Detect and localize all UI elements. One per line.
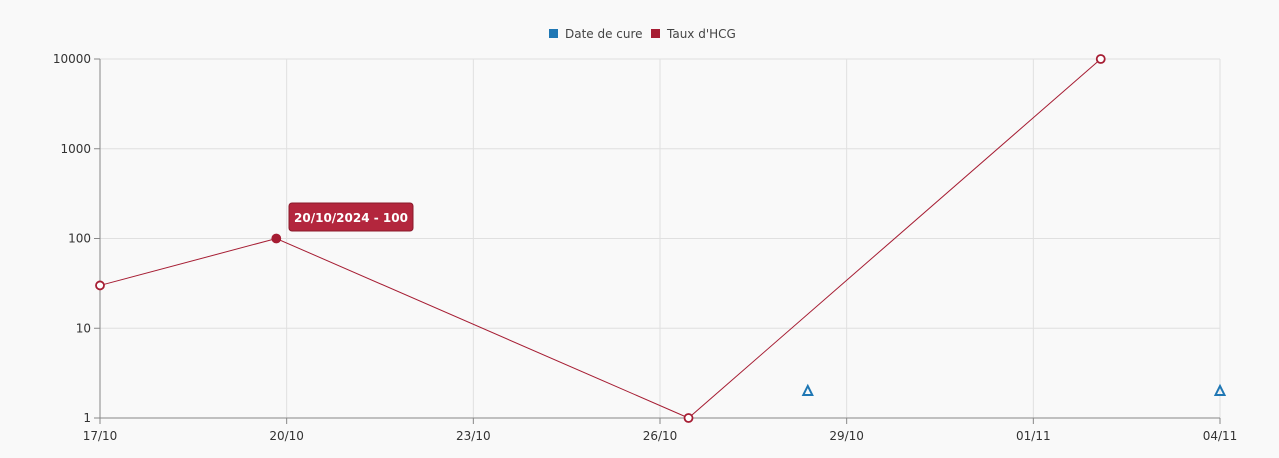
y-tick-label: 1000 [60,142,91,156]
legend-label-date-de-cure[interactable]: Date de cure [565,27,643,41]
data-point-circle[interactable] [95,280,105,291]
y-tick-label: 10 [76,321,91,335]
x-tick-label: 17/10 [83,429,118,443]
legend-swatch-date-de-cure [549,29,558,38]
series-layer [95,54,1227,423]
data-point-triangle[interactable] [1213,383,1227,396]
legend-swatch-taux-hcg [651,29,660,38]
data-point-triangle[interactable] [801,383,814,396]
tooltip-box [288,202,414,232]
grid [99,58,1221,419]
legend-label-taux-hcg[interactable]: Taux d'HCG [666,27,736,41]
y-tick-label: 100 [68,232,91,246]
x-tick-label: 01/11 [1016,429,1051,443]
y-tick-label: 10000 [53,52,91,66]
x-tick-label: 04/11 [1203,429,1238,443]
data-point-circle[interactable] [683,413,694,423]
data-point-circle[interactable] [271,233,282,244]
legend: Date de cure Taux d'HCG [549,27,736,41]
tooltip-text: 20/10/2024 - 100 [294,211,408,225]
x-tick-label: 20/10 [269,429,304,443]
data-point-circle[interactable] [1095,54,1106,64]
x-tick-label: 26/10 [643,429,678,443]
tooltip: 20/10/2024 - 100 [288,202,414,232]
x-tick-label: 23/10 [456,429,491,443]
axes: 1 10 100 1000 10000 17/10 20/10 23/10 26/10 29/10… [53,52,1237,443]
y-tick-label: 1 [83,411,91,425]
x-tick-label: 29/10 [829,429,864,443]
series-line [99,58,1102,419]
